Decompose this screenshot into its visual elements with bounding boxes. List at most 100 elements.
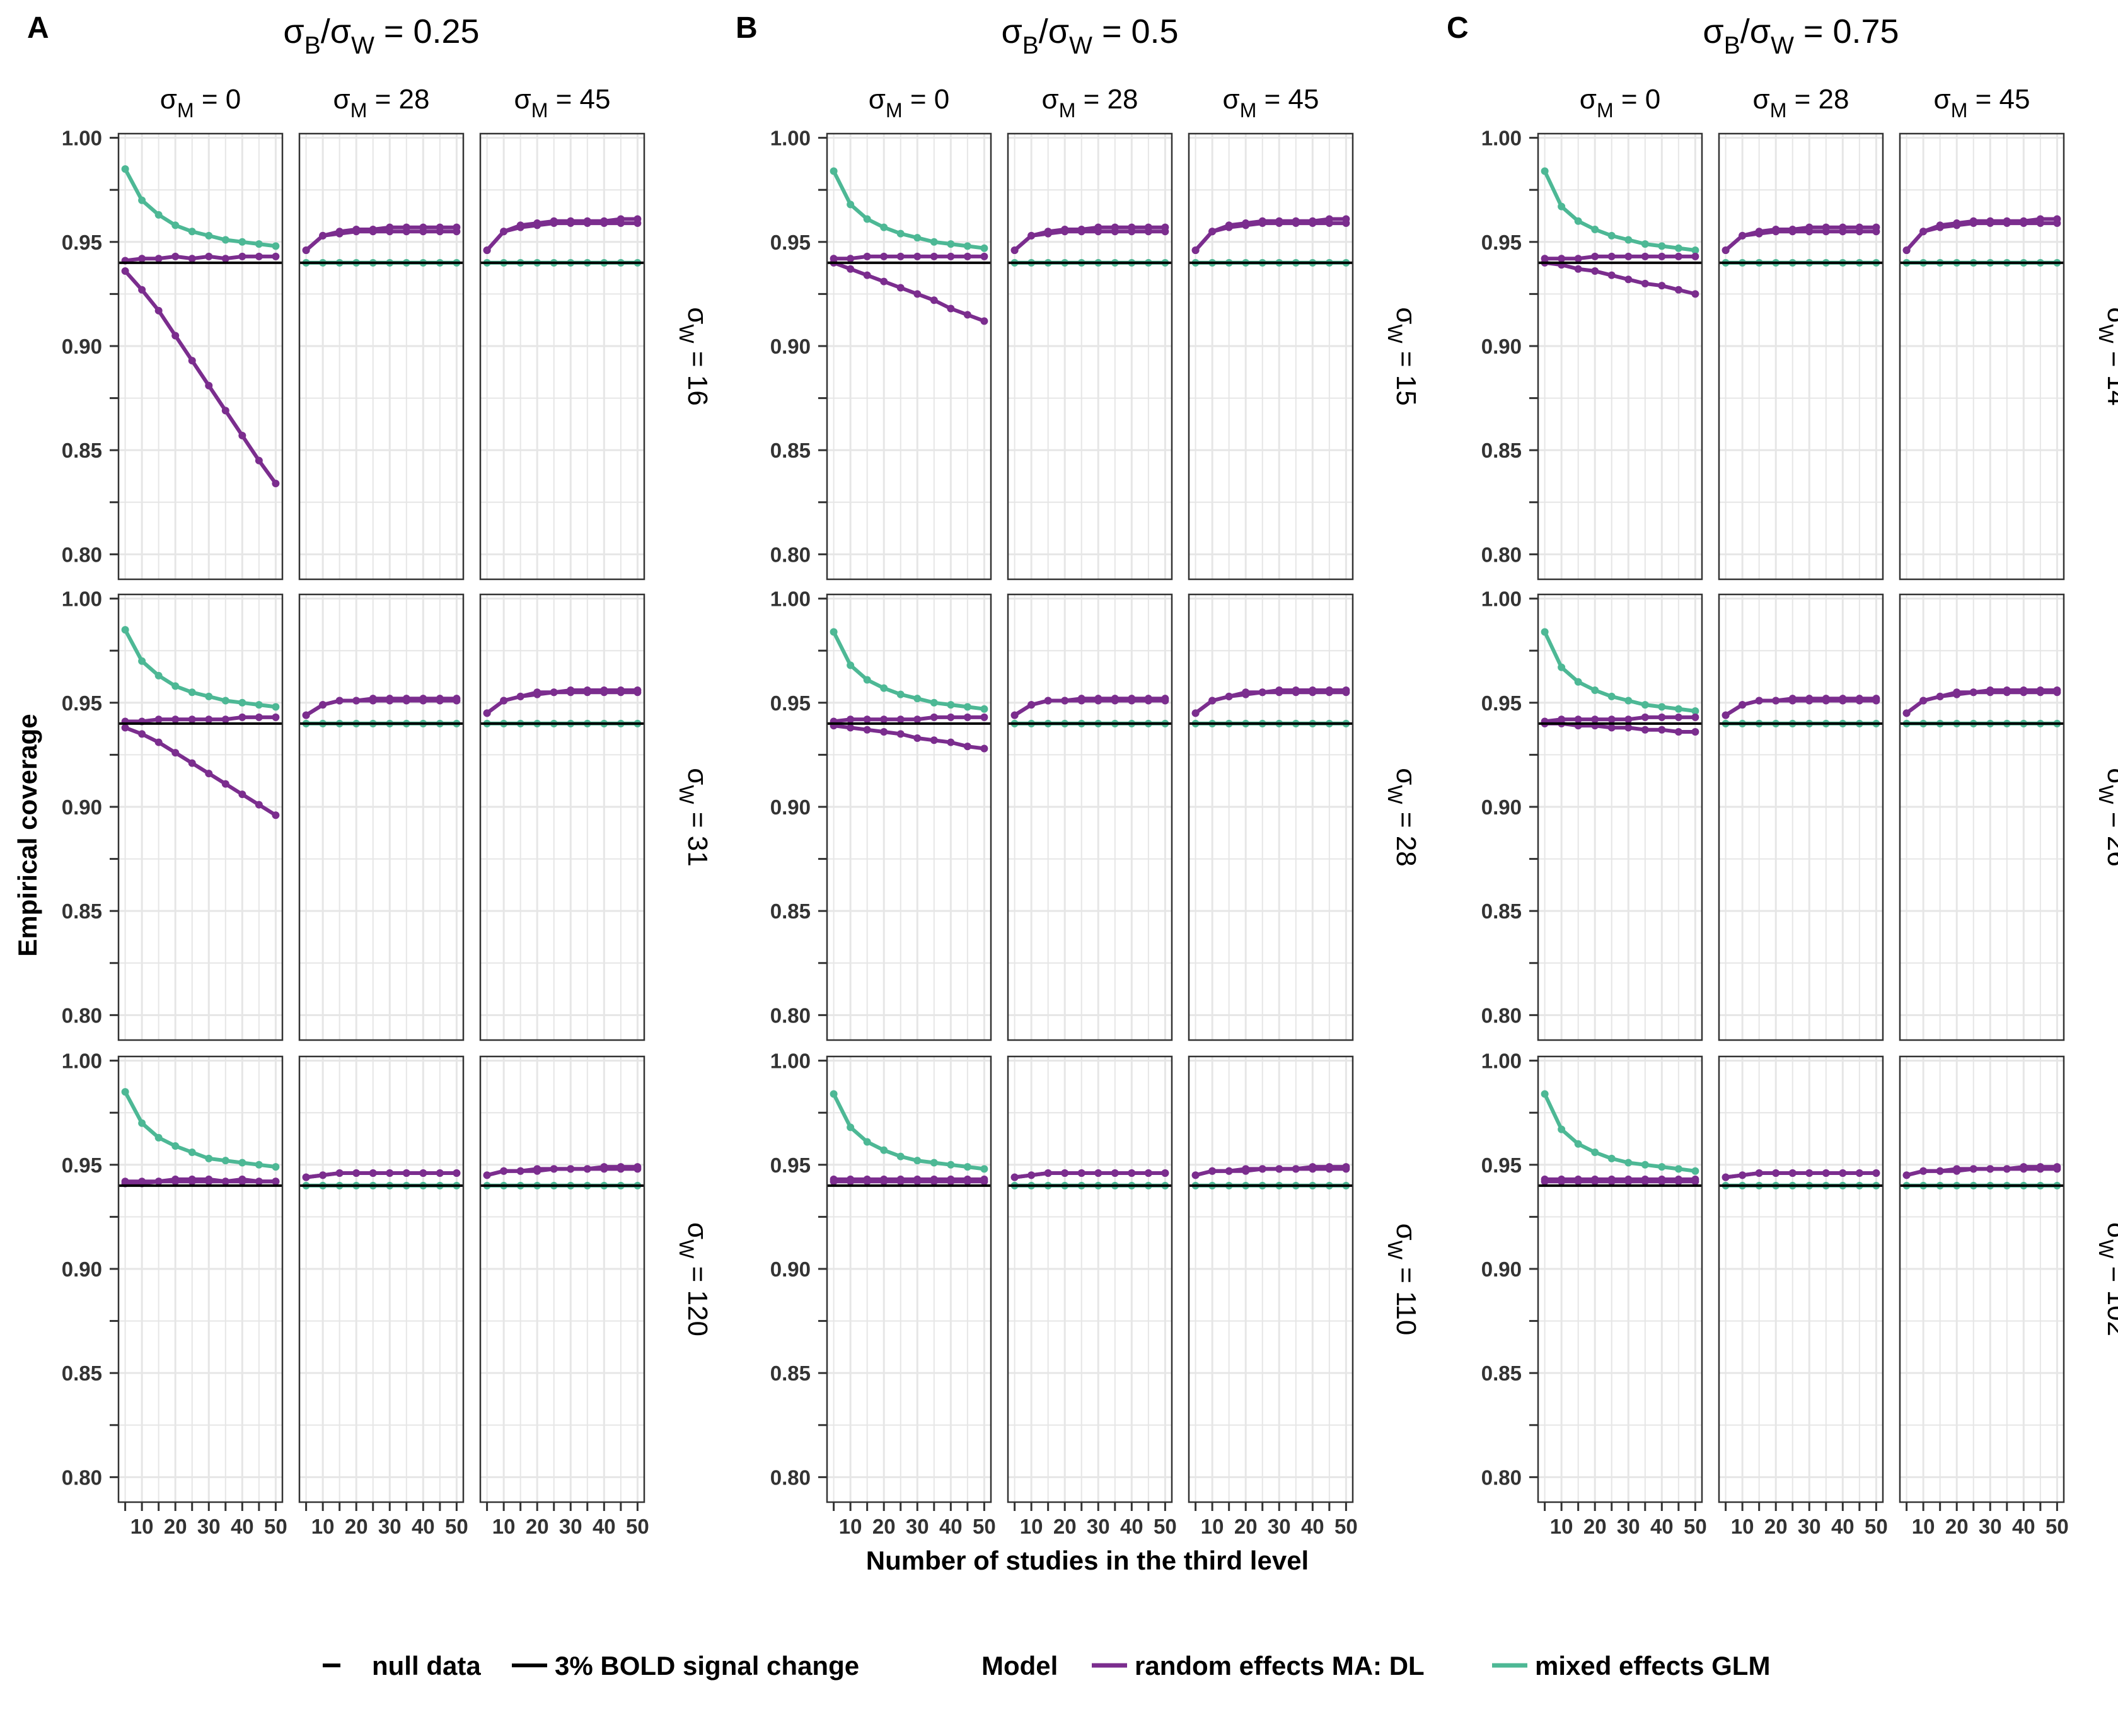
- row-strip-label: σW = 102: [2095, 1222, 2118, 1336]
- dl-signal-series-point: [1342, 686, 1350, 694]
- dl-signal-series-point: [583, 1165, 591, 1173]
- glm-series-point: [896, 1152, 905, 1160]
- facet-panel: [117, 593, 284, 1041]
- dl-signal-series-point: [1061, 697, 1069, 705]
- y-tick-label: 0.90: [1481, 796, 1522, 819]
- dl-signal-series-point: [1855, 1169, 1863, 1178]
- column-strip-label: σM = 0: [869, 84, 949, 122]
- dl-null-series-point: [1591, 715, 1599, 724]
- column-strip-label: σM = 45: [514, 84, 611, 122]
- dl-signal-series-point: [1342, 1163, 1350, 1171]
- dl-signal-series-point: [1258, 217, 1266, 225]
- glm-series-point: [1541, 628, 1549, 636]
- dl-signal-series-point: [2003, 1165, 2011, 1173]
- dl-null-series-point: [238, 252, 246, 260]
- column-strip-label: σM = 0: [160, 84, 241, 122]
- dl-signal-series-point: [963, 311, 971, 319]
- dl-signal-series-point: [634, 215, 642, 223]
- dl-signal-series-point: [1242, 688, 1250, 697]
- facet-panel: [1188, 593, 1354, 1041]
- dl-signal-series-point: [138, 730, 146, 738]
- x-tick-label: 30: [1617, 1515, 1640, 1538]
- dl-signal-series-point: [550, 688, 558, 697]
- dl-signal-series-point: [963, 1178, 971, 1186]
- panel-border: [1718, 132, 1884, 581]
- x-tick-label: 10: [1912, 1515, 1935, 1538]
- glm-series-point: [121, 626, 129, 634]
- dl-null-series-line: [1544, 715, 1696, 724]
- dl-signal-series-point: [1722, 711, 1730, 719]
- panel-border: [1188, 132, 1354, 581]
- dl-signal-series-point: [1902, 1171, 1911, 1179]
- glm-series-point: [963, 1163, 971, 1171]
- dl-signal-series-point: [1094, 223, 1102, 231]
- glm-series-point: [1558, 202, 1566, 211]
- glm-series-line: [1542, 1093, 1696, 1173]
- y-tick-label: 1.00: [62, 1050, 102, 1073]
- dl-signal-series-point: [453, 223, 461, 231]
- dl-signal-series-point: [913, 290, 922, 298]
- dl-null-series-point: [255, 713, 263, 721]
- panel-border: [479, 1055, 645, 1503]
- dl-signal-series-point: [1309, 217, 1317, 225]
- dl-signal-series-point: [1755, 228, 1763, 236]
- x-tick-label: 30: [1798, 1515, 1821, 1538]
- y-tick-label: 1.00: [1481, 127, 1522, 150]
- y-tick-label: 1.00: [1481, 1050, 1522, 1073]
- dl-signal-series-point: [302, 246, 310, 255]
- glm-series-point: [255, 701, 263, 709]
- dl-null-series-point: [1574, 715, 1582, 724]
- facet-panel: [479, 593, 645, 1041]
- dl-signal-series-point: [1027, 1171, 1036, 1179]
- dl-signal-series-point: [2020, 1163, 2028, 1171]
- dl-signal-series-point: [1855, 695, 1863, 703]
- y-tick-label: 1.00: [770, 127, 811, 150]
- dl-null-series-point: [930, 252, 938, 260]
- glm-series-point: [830, 167, 838, 175]
- dl-signal-series-point: [205, 770, 213, 778]
- dl-signal-series-line: [1544, 260, 1696, 296]
- y-axis-label: Empirical coverage: [13, 714, 42, 956]
- dl-signal-series-point: [221, 780, 229, 788]
- dl-null-series-point: [188, 715, 196, 724]
- dl-null-series-point: [980, 252, 988, 260]
- dl-signal-series-point: [1805, 695, 1814, 703]
- dl-signal-series-line: [125, 1179, 276, 1186]
- dl-signal-series-point: [880, 1178, 888, 1186]
- x-tick-label: 50: [1334, 1515, 1358, 1538]
- group-title: σB/σW = 0.25: [283, 13, 479, 59]
- x-tick-label: 40: [1650, 1515, 1674, 1538]
- dl-signal-series-point: [1839, 695, 1847, 703]
- x-tick-label: 40: [1301, 1515, 1324, 1538]
- dl-signal-series-point: [171, 1178, 180, 1186]
- glm-series-line: [123, 168, 276, 248]
- facet-panel: [479, 132, 645, 581]
- glm-series-point: [1658, 242, 1666, 250]
- dl-signal-series-point: [2020, 686, 2028, 694]
- y-tick-label: 0.90: [62, 335, 102, 358]
- x-tick-label: 10: [492, 1515, 516, 1538]
- dl-signal-series-line: [304, 225, 457, 252]
- dl-signal-series-point: [386, 1169, 394, 1178]
- glm-series-point: [1658, 1163, 1666, 1171]
- dl-null-series-point: [1591, 252, 1599, 260]
- y-tick-label: 0.90: [62, 1258, 102, 1281]
- dl-signal-series-point: [1309, 686, 1317, 694]
- panel-border: [1899, 1055, 2065, 1503]
- glm-series-line: [831, 631, 985, 711]
- y-tick-label: 0.85: [1481, 1362, 1522, 1385]
- dl-signal-series-point: [1010, 246, 1019, 255]
- dl-signal-series-point: [1691, 290, 1699, 298]
- x-tick-label: 40: [231, 1515, 254, 1538]
- dl-null-series-point: [154, 715, 163, 724]
- facet-panel: [1188, 132, 1354, 581]
- dl-null-series-point: [1641, 252, 1649, 260]
- glm-series-line: [123, 1091, 276, 1169]
- dl-null-series-point: [1558, 255, 1566, 263]
- y-tick-label: 0.95: [770, 1154, 811, 1177]
- y-tick-label: 0.80: [770, 1004, 811, 1027]
- dl-null-series-point: [1607, 252, 1616, 260]
- glm-series-point: [154, 671, 163, 680]
- y-tick-label: 0.95: [1481, 231, 1522, 254]
